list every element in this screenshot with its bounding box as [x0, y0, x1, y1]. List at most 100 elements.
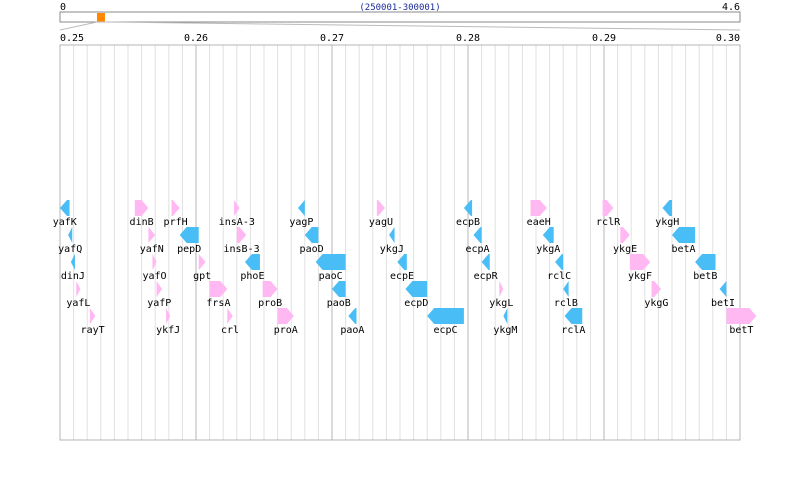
gene-rclC[interactable]: rclC: [547, 254, 571, 282]
gene-arrow[interactable]: [298, 200, 305, 216]
gene-arrow[interactable]: [76, 281, 81, 297]
gene-arrow[interactable]: [695, 254, 716, 270]
gene-ecpA[interactable]: ecpA: [465, 227, 490, 255]
gene-paoB[interactable]: paoB: [327, 281, 351, 309]
gene-arrow[interactable]: [227, 308, 233, 324]
gene-frsA[interactable]: frsA: [206, 281, 230, 309]
gene-arrow[interactable]: [473, 227, 482, 243]
gene-ecpR[interactable]: ecpR: [474, 254, 499, 282]
gene-arrow[interactable]: [463, 200, 473, 216]
gene-betT[interactable]: betT: [726, 308, 757, 336]
gene-label[interactable]: ykgH: [655, 217, 679, 228]
gene-label[interactable]: yagP: [289, 217, 313, 228]
gene-arrow[interactable]: [315, 254, 346, 270]
gene-label[interactable]: insA-3: [219, 217, 255, 228]
gene-label[interactable]: ykgE: [613, 244, 637, 255]
gene-yafO[interactable]: yafO: [142, 254, 167, 282]
gene-arrow[interactable]: [719, 281, 727, 297]
gene-label[interactable]: yafL: [66, 298, 90, 309]
gene-arrow[interactable]: [236, 227, 247, 243]
gene-ecpE[interactable]: ecpE: [390, 254, 414, 282]
gene-arrow[interactable]: [629, 254, 651, 270]
gene-label[interactable]: ecpA: [465, 244, 489, 255]
gene-label[interactable]: ykfJ: [156, 325, 180, 336]
gene-yagU[interactable]: yagU: [369, 200, 393, 228]
gene-label[interactable]: pepD: [177, 244, 201, 255]
gene-arrow[interactable]: [332, 281, 346, 297]
overview-window-marker[interactable]: [96, 13, 105, 22]
gene-ykgJ[interactable]: ykgJ: [380, 227, 404, 255]
gene-label[interactable]: paoA: [340, 325, 364, 336]
gene-gpt[interactable]: gpt: [193, 254, 211, 282]
gene-label[interactable]: rclA: [561, 325, 585, 336]
gene-arrow[interactable]: [262, 281, 278, 297]
gene-ykgE[interactable]: ykgE: [613, 227, 637, 255]
gene-label[interactable]: proA: [274, 325, 298, 336]
gene-yafQ[interactable]: yafQ: [58, 227, 82, 255]
gene-rclA[interactable]: rclA: [561, 308, 585, 336]
gene-label[interactable]: paoC: [319, 271, 343, 282]
gene-dinJ[interactable]: dinJ: [61, 254, 85, 282]
gene-ykgA[interactable]: ykgA: [536, 227, 560, 255]
gene-ykgF[interactable]: ykgF: [628, 254, 652, 282]
gene-rclR[interactable]: rclR: [596, 200, 621, 228]
gene-arrow[interactable]: [397, 254, 407, 270]
gene-betI[interactable]: betI: [711, 281, 735, 309]
gene-arrow[interactable]: [662, 200, 672, 216]
gene-arrow[interactable]: [152, 254, 157, 270]
gene-rayT[interactable]: rayT: [81, 308, 105, 336]
gene-arrow[interactable]: [389, 227, 395, 243]
gene-ykgM[interactable]: ykgM: [493, 308, 517, 336]
gene-label[interactable]: rclB: [554, 298, 578, 309]
gene-ykgH[interactable]: ykgH: [655, 200, 679, 228]
gene-label[interactable]: yafK: [53, 217, 77, 228]
gene-arrow[interactable]: [602, 200, 614, 216]
gene-label[interactable]: ecpD: [404, 298, 428, 309]
gene-ykgL[interactable]: ykgL: [489, 281, 513, 309]
gene-arrow[interactable]: [89, 308, 96, 324]
gene-paoD[interactable]: paoD: [300, 227, 324, 255]
gene-phoE[interactable]: phoE: [240, 254, 264, 282]
gene-label[interactable]: frsA: [206, 298, 230, 309]
gene-arrow[interactable]: [503, 308, 508, 324]
gene-prfH[interactable]: prfH: [164, 200, 188, 228]
gene-label[interactable]: ykgA: [536, 244, 560, 255]
gene-label[interactable]: ecpR: [474, 271, 499, 282]
gene-proA[interactable]: proA: [274, 308, 298, 336]
gene-arrow[interactable]: [672, 227, 696, 243]
gene-label[interactable]: betT: [729, 325, 753, 336]
gene-arrow[interactable]: [542, 227, 554, 243]
gene-label[interactable]: yafO: [142, 271, 166, 282]
gene-paoC[interactable]: paoC: [315, 254, 346, 282]
gene-arrow[interactable]: [726, 308, 757, 324]
gene-label[interactable]: ecpB: [456, 217, 480, 228]
gene-arrow[interactable]: [499, 281, 504, 297]
gene-label[interactable]: ykgJ: [380, 244, 404, 255]
gene-arrow[interactable]: [234, 200, 240, 216]
gene-arrow[interactable]: [171, 200, 180, 216]
gene-label[interactable]: yafN: [140, 244, 164, 255]
gene-arrow[interactable]: [427, 308, 464, 324]
gene-yafK[interactable]: yafK: [53, 200, 77, 228]
gene-label[interactable]: insB-3: [223, 244, 259, 255]
gene-label[interactable]: paoB: [327, 298, 351, 309]
gene-yafP[interactable]: yafP: [147, 281, 171, 309]
gene-ykgG[interactable]: ykgG: [644, 281, 668, 309]
gene-arrow[interactable]: [60, 200, 70, 216]
gene-label[interactable]: yafQ: [58, 244, 82, 255]
gene-label[interactable]: rclC: [547, 271, 571, 282]
gene-label[interactable]: ykgM: [493, 325, 517, 336]
gene-label[interactable]: gpt: [193, 271, 211, 282]
gene-label[interactable]: dinJ: [61, 271, 85, 282]
gene-arrow[interactable]: [277, 308, 294, 324]
gene-arrow[interactable]: [68, 227, 73, 243]
gene-label[interactable]: prfH: [164, 217, 188, 228]
gene-label[interactable]: ykgF: [628, 271, 652, 282]
gene-arrow[interactable]: [179, 227, 199, 243]
gene-betB[interactable]: betB: [693, 254, 717, 282]
gene-arrow[interactable]: [563, 281, 569, 297]
gene-arrow[interactable]: [244, 254, 260, 270]
gene-label[interactable]: betA: [672, 244, 696, 255]
gene-arrow[interactable]: [166, 308, 171, 324]
gene-ykfJ[interactable]: ykfJ: [156, 308, 180, 336]
